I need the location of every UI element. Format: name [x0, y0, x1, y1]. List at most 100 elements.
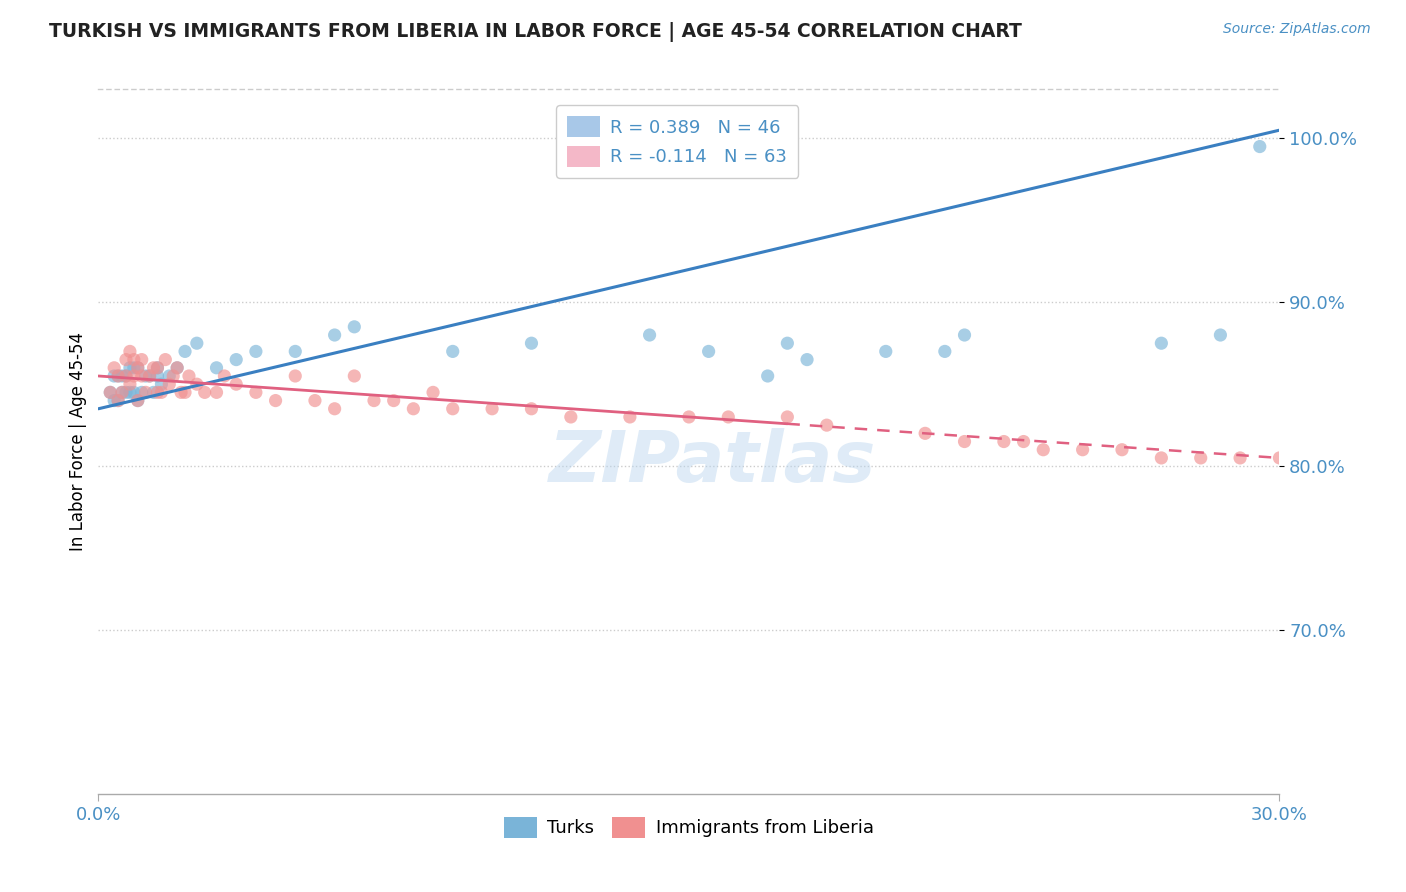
Point	[127, 393, 149, 408]
Point	[914, 426, 936, 441]
Point	[107, 369, 129, 384]
Point	[111, 369, 134, 384]
Point	[441, 344, 464, 359]
Point	[225, 352, 247, 367]
Point	[135, 369, 157, 384]
Point	[170, 385, 193, 400]
Y-axis label: In Labor Force | Age 45-54: In Labor Force | Age 45-54	[69, 332, 87, 551]
Point	[1209, 328, 1232, 343]
Point	[157, 377, 180, 392]
Point	[441, 401, 464, 416]
Point	[118, 377, 141, 392]
Text: TURKISH VS IMMIGRANTS FROM LIBERIA IN LABOR FORCE | AGE 45-54 CORRELATION CHART: TURKISH VS IMMIGRANTS FROM LIBERIA IN LA…	[49, 22, 1022, 42]
Point	[135, 385, 157, 400]
Point	[815, 418, 838, 433]
Point	[225, 377, 247, 392]
Point	[214, 369, 236, 384]
Point	[122, 385, 145, 400]
Point	[166, 360, 188, 375]
Point	[155, 352, 177, 367]
Point	[111, 385, 134, 400]
Point	[98, 385, 121, 400]
Point	[245, 385, 267, 400]
Point	[174, 385, 197, 400]
Point	[127, 360, 149, 375]
Point	[122, 369, 145, 384]
Point	[162, 369, 184, 384]
Point	[115, 369, 138, 384]
Point	[520, 401, 543, 416]
Point	[776, 336, 799, 351]
Point	[131, 369, 153, 384]
Point	[382, 393, 405, 408]
Point	[875, 344, 897, 359]
Point	[150, 385, 173, 400]
Point	[264, 393, 287, 408]
Point	[304, 393, 326, 408]
Point	[323, 328, 346, 343]
Point	[717, 409, 740, 424]
Point	[953, 434, 976, 449]
Point	[127, 393, 149, 408]
Point	[1012, 434, 1035, 449]
Point	[245, 344, 267, 359]
Point	[205, 385, 228, 400]
Point	[142, 385, 165, 400]
Point	[115, 369, 138, 384]
Point	[177, 369, 200, 384]
Point	[481, 401, 503, 416]
Point	[131, 352, 153, 367]
Point	[1032, 442, 1054, 457]
Point	[1229, 450, 1251, 465]
Point	[138, 369, 160, 384]
Point	[1071, 442, 1094, 457]
Point	[1150, 450, 1173, 465]
Point	[103, 393, 125, 408]
Point	[697, 344, 720, 359]
Point	[520, 336, 543, 351]
Point	[678, 409, 700, 424]
Point	[98, 385, 121, 400]
Point	[157, 369, 180, 384]
Point	[205, 360, 228, 375]
Point	[343, 369, 366, 384]
Point	[115, 352, 138, 367]
Point	[284, 344, 307, 359]
Point	[560, 409, 582, 424]
Point	[107, 393, 129, 408]
Point	[186, 377, 208, 392]
Point	[174, 344, 197, 359]
Point	[115, 385, 138, 400]
Point	[111, 385, 134, 400]
Point	[934, 344, 956, 359]
Point	[1111, 442, 1133, 457]
Point	[166, 360, 188, 375]
Point	[122, 360, 145, 375]
Point	[150, 377, 173, 392]
Point	[107, 393, 129, 408]
Point	[103, 369, 125, 384]
Point	[323, 401, 346, 416]
Text: Source: ZipAtlas.com: Source: ZipAtlas.com	[1223, 22, 1371, 37]
Point	[619, 409, 641, 424]
Point	[186, 336, 208, 351]
Point	[138, 369, 160, 384]
Point	[284, 369, 307, 384]
Point	[107, 369, 129, 384]
Point	[122, 352, 145, 367]
Point	[131, 385, 153, 400]
Point	[363, 393, 385, 408]
Point	[146, 360, 169, 375]
Point	[993, 434, 1015, 449]
Point	[127, 360, 149, 375]
Point	[776, 409, 799, 424]
Point	[1268, 450, 1291, 465]
Point	[103, 360, 125, 375]
Point	[146, 360, 169, 375]
Point	[1249, 139, 1271, 153]
Point	[756, 369, 779, 384]
Point	[953, 328, 976, 343]
Point	[142, 360, 165, 375]
Point	[194, 385, 217, 400]
Point	[343, 319, 366, 334]
